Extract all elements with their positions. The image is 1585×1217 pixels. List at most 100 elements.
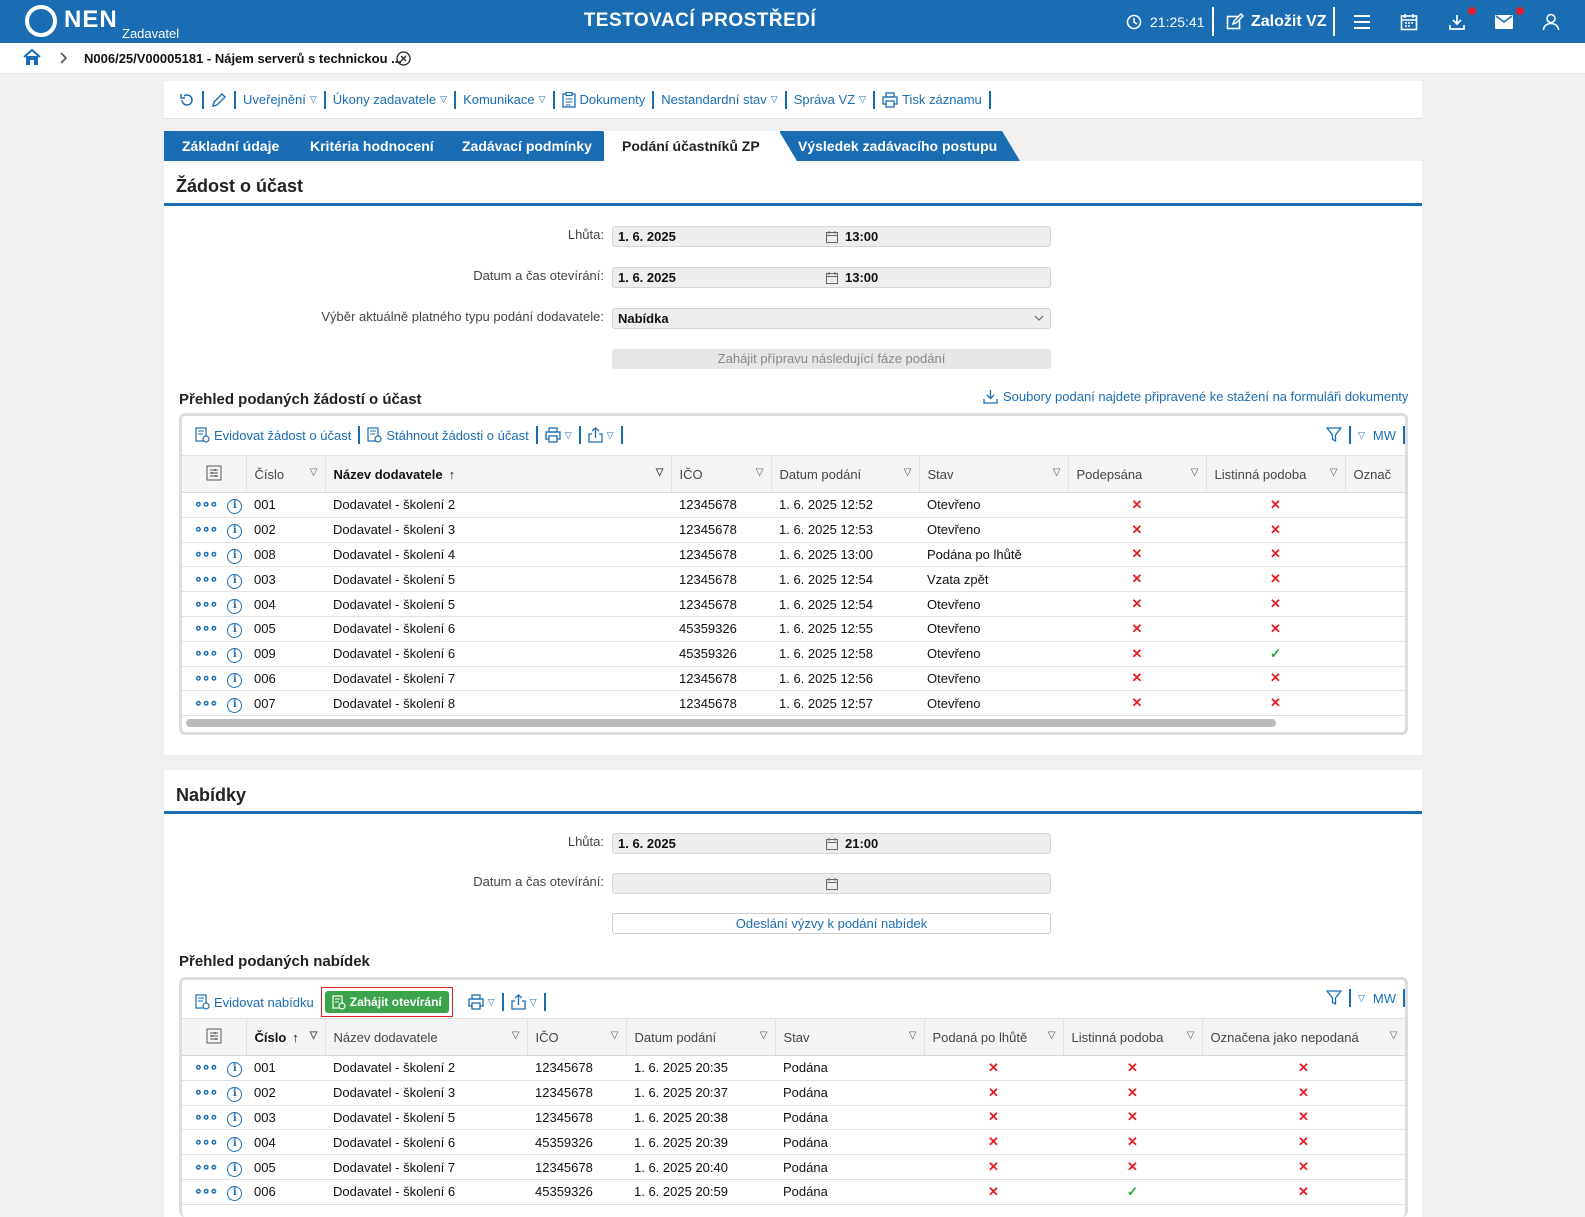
info-icon[interactable]: i <box>227 623 243 639</box>
menu-button[interactable] <box>1353 0 1371 43</box>
table-row[interactable]: ∘∘∘ i 005 Dodavatel - školení 7 12345678 1. 6… <box>182 1154 1405 1180</box>
more-actions-icon[interactable]: ∘∘∘ <box>194 594 218 611</box>
column-filter-icon[interactable]: ▽ <box>1047 1030 1056 1041</box>
table-row[interactable]: ∘∘∘ i 004 Dodavatel - školení 5 12345678 1. 6… <box>182 591 1405 617</box>
more-actions-icon[interactable]: ∘∘∘ <box>194 1107 218 1124</box>
column-header-cislo[interactable]: Číslo ▽ <box>246 455 326 493</box>
column-header-stav[interactable]: Stav ▽ <box>919 455 1069 493</box>
mw-view-dropdown[interactable]: ▽ MW <box>1351 989 1405 1007</box>
column-filter-icon[interactable]: ▽ <box>1186 1030 1195 1041</box>
export-dropdown[interactable]: ▽ <box>504 993 546 1011</box>
tab-kriteria-hodnoceni[interactable]: Kritéria hodnocení <box>292 131 464 161</box>
column-filter-icon[interactable]: ▽ <box>903 467 912 478</box>
column-settings-header[interactable] <box>182 1018 247 1056</box>
info-icon[interactable]: i <box>227 648 243 664</box>
info-icon[interactable]: i <box>227 548 243 564</box>
menu-uverejneni[interactable]: Uveřejnění ▽ <box>236 90 326 109</box>
prep-next-phase-button[interactable]: Zahájit přípravu následující fáze podání <box>612 349 1051 369</box>
horizontal-scrollbar[interactable] <box>186 719 1276 727</box>
more-actions-icon[interactable]: ∘∘∘ <box>194 1058 218 1075</box>
column-filter-icon[interactable]: ▽ <box>610 1030 619 1041</box>
refresh-button[interactable] <box>172 90 204 109</box>
table-row[interactable]: ∘∘∘ i 002 Dodavatel - školení 3 12345678 1. 6… <box>182 1080 1405 1106</box>
user-button[interactable] <box>1542 0 1560 43</box>
table-row[interactable]: ∘∘∘ i 003 Dodavatel - školení 5 12345678 1. 6… <box>182 566 1405 593</box>
info-icon[interactable]: i <box>227 672 243 688</box>
column-filter-icon[interactable]: ▽ <box>309 467 318 478</box>
create-vz-button[interactable]: Založit VZ <box>1226 0 1327 43</box>
mw-view-dropdown[interactable]: ▽ MW <box>1351 426 1405 444</box>
more-actions-icon[interactable]: ∘∘∘ <box>194 569 218 586</box>
column-header-nazev[interactable]: Název dodavatele ↑ ▽ <box>325 455 672 493</box>
column-filter-icon[interactable]: ▽ <box>1329 467 1338 478</box>
more-actions-icon[interactable]: ∘∘∘ <box>194 520 218 537</box>
column-filter-icon[interactable]: ▽ <box>309 1030 318 1041</box>
column-header-cislo[interactable]: Číslo ↑ ▽ <box>246 1018 326 1056</box>
table-row[interactable]: ∘∘∘ i 007 Dodavatel - školení 8 12345678 1. 6… <box>182 690 1405 717</box>
more-actions-icon[interactable]: ∘∘∘ <box>194 693 218 710</box>
more-actions-icon[interactable]: ∘∘∘ <box>194 1157 218 1174</box>
download-files-link[interactable]: Soubory podaní najdete připravené ke sta… <box>983 389 1408 404</box>
menu-nestandardni-stav[interactable]: Nestandardní stav ▽ <box>654 90 787 109</box>
info-icon[interactable]: i <box>227 697 243 713</box>
send-invitation-button[interactable]: Odeslání výzvy k podání nabídek <box>612 913 1051 934</box>
type-select[interactable]: Nabídka <box>612 308 1051 329</box>
column-settings-header[interactable] <box>182 455 247 493</box>
print-dropdown[interactable]: ▽ <box>538 426 581 444</box>
table-row[interactable]: ∘∘∘ i 002 Dodavatel - školení 3 12345678 1. 6… <box>182 517 1405 543</box>
filter-button[interactable] <box>1319 989 1351 1007</box>
export-dropdown[interactable]: ▽ <box>581 426 623 444</box>
menu-dokumenty[interactable]: Dokumenty <box>555 90 655 109</box>
table-row[interactable]: ∘∘∘ i 005 Dodavatel - školení 6 45359326 1. 6… <box>182 616 1405 642</box>
table-row[interactable]: ∘∘∘ i 001 Dodavatel - školení 2 12345678 1. 6… <box>182 1055 1405 1081</box>
more-actions-icon[interactable]: ∘∘∘ <box>194 668 218 685</box>
column-header-nepodana[interactable]: Označena jako nepodaná ▽ <box>1202 1018 1405 1056</box>
calendar-icon[interactable] <box>826 231 838 243</box>
menu-sprava-vz[interactable]: Správa VZ ▽ <box>787 90 876 109</box>
column-header-nazev[interactable]: Název dodavatele ▽ <box>325 1018 528 1056</box>
edit-button[interactable] <box>204 90 236 109</box>
table-row[interactable]: ∘∘∘ i 009 Dodavatel - školení 6 45359326 1. 6… <box>182 641 1405 667</box>
print-dropdown[interactable]: ▽ <box>461 993 504 1011</box>
table-row[interactable]: ∘∘∘ i 006 Dodavatel - školení 6 45359326 1. 6… <box>182 1179 1405 1205</box>
evidovat-nabidku-button[interactable]: Evidovat nabídku <box>188 993 321 1011</box>
column-filter-icon[interactable]: ▽ <box>1190 467 1199 478</box>
info-icon[interactable]: i <box>227 573 243 589</box>
column-header-datum[interactable]: Datum podání ▽ <box>626 1018 776 1056</box>
table-row[interactable]: ∘∘∘ i 003 Dodavatel - školení 5 12345678 1. 6… <box>182 1105 1405 1131</box>
info-icon[interactable]: i <box>227 1111 243 1127</box>
logo-text[interactable]: NEN <box>64 6 118 33</box>
info-icon[interactable]: i <box>227 524 243 540</box>
column-header-listinna[interactable]: Listinná podoba ▽ <box>1206 455 1346 493</box>
more-actions-icon[interactable]: ∘∘∘ <box>194 1182 218 1199</box>
zahajit-otevirani-button[interactable]: Zahájit otevírání <box>324 991 449 1013</box>
column-filter-icon[interactable]: ▽ <box>755 467 764 478</box>
nen-logo-icon[interactable] <box>25 5 57 37</box>
calendar-icon[interactable] <box>826 878 838 890</box>
column-filter-icon[interactable]: ▽ <box>1052 467 1061 478</box>
table-row[interactable]: ∘∘∘ i 004 Dodavatel - školení 6 45359326 1. 6… <box>182 1129 1405 1156</box>
more-actions-icon[interactable]: ∘∘∘ <box>194 644 218 661</box>
close-icon[interactable] <box>396 51 411 66</box>
menu-ukony-zadavatele[interactable]: Úkony zadavatele ▽ <box>326 90 457 109</box>
calendar-button[interactable] <box>1400 0 1418 43</box>
info-icon[interactable]: i <box>227 1062 243 1078</box>
calendar-icon[interactable] <box>826 272 838 284</box>
column-header-podepsana[interactable]: Podepsána ▽ <box>1068 455 1207 493</box>
column-filter-icon[interactable]: ▽ <box>511 1030 520 1041</box>
more-actions-icon[interactable]: ∘∘∘ <box>194 619 218 636</box>
messages-button[interactable] <box>1495 0 1524 43</box>
column-filter-icon[interactable]: ▽ <box>1389 1030 1398 1041</box>
column-header-podana-po-lhute[interactable]: Podaná po lhůtě ▽ <box>924 1018 1064 1056</box>
menu-komunikace[interactable]: Komunikace ▽ <box>456 90 555 109</box>
info-icon[interactable]: i <box>227 598 243 614</box>
more-actions-icon[interactable]: ∘∘∘ <box>194 495 218 512</box>
table-row[interactable]: ∘∘∘ i 006 Dodavatel - školení 7 12345678 1. 6… <box>182 666 1405 692</box>
downloads-button[interactable] <box>1448 0 1476 43</box>
column-header-ico[interactable]: IČO ▽ <box>527 1018 627 1056</box>
column-filter-icon[interactable]: ▽ <box>908 1030 917 1041</box>
info-icon[interactable]: i <box>227 1087 243 1103</box>
column-filter-icon[interactable]: ▽ <box>655 467 664 478</box>
info-icon[interactable]: i <box>227 1186 243 1202</box>
table-row[interactable]: ∘∘∘ i 001 Dodavatel - školení 2 12345678 1. 6… <box>182 492 1405 518</box>
